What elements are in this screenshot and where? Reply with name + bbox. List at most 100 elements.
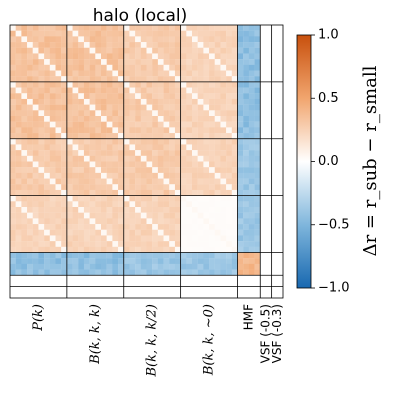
heatmap-cell — [248, 70, 255, 77]
heatmap-cell — [197, 252, 204, 259]
heatmap-cell — [135, 218, 141, 225]
heatmap-cell — [174, 30, 181, 37]
heatmap-cell — [10, 235, 16, 242]
heatmap-cell — [186, 127, 193, 134]
x-tick-label: B(k, k, k/2) — [145, 304, 160, 378]
heatmap-cell — [220, 104, 227, 111]
heatmap-cell — [10, 53, 16, 60]
heatmap-cell — [248, 155, 255, 162]
heatmap-cell — [44, 263, 50, 270]
heatmap-cell — [157, 184, 164, 191]
heatmap-cell — [231, 87, 238, 94]
heatmap-cell — [15, 184, 22, 191]
heatmap-cell — [203, 104, 210, 111]
heatmap-cell — [61, 42, 68, 48]
heatmap-cell — [265, 150, 272, 156]
heatmap-cell — [248, 201, 255, 208]
heatmap-cell — [140, 275, 147, 282]
heatmap-cell — [214, 292, 221, 299]
heatmap-cell — [15, 116, 22, 122]
heatmap-cell — [140, 286, 147, 293]
heatmap-cell — [248, 263, 255, 270]
heatmap-cell — [49, 127, 56, 134]
heatmap-cell — [186, 42, 193, 48]
heatmap-cell — [243, 269, 250, 276]
heatmap-cell — [271, 98, 278, 105]
heatmap-cell — [112, 167, 119, 174]
heatmap-cell — [44, 133, 50, 139]
heatmap-cell — [152, 229, 159, 236]
heatmap-cell — [27, 70, 33, 77]
heatmap-cell — [169, 189, 176, 196]
heatmap-cell — [10, 93, 16, 100]
heatmap-cell — [106, 286, 113, 293]
heatmap-cell — [38, 47, 45, 54]
heatmap-cell — [214, 258, 221, 265]
heatmap-cell — [186, 235, 193, 242]
heatmap-cell — [83, 280, 90, 287]
heatmap-cell — [237, 116, 244, 122]
heatmap-cell — [15, 172, 22, 179]
heatmap-cell — [55, 269, 62, 276]
heatmap-cell — [192, 235, 198, 242]
heatmap-cell — [66, 189, 73, 196]
heatmap-cell — [146, 138, 153, 145]
heatmap-cell — [66, 155, 73, 162]
heatmap-cell — [192, 269, 198, 276]
heatmap-cell — [44, 292, 50, 299]
heatmap-cell — [101, 59, 107, 65]
heatmap-cell — [243, 246, 250, 253]
heatmap-cell — [157, 161, 164, 168]
heatmap-cell — [260, 42, 267, 48]
heatmap-cell — [72, 36, 79, 43]
heatmap-cell — [83, 292, 90, 299]
heatmap-cell — [152, 195, 159, 202]
heatmap-cell — [157, 110, 164, 117]
heatmap-cell — [197, 172, 204, 179]
heatmap-cell — [44, 138, 50, 145]
heatmap-cell — [123, 110, 130, 117]
heatmap-cell — [123, 25, 130, 31]
heatmap-cell — [243, 25, 250, 31]
heatmap-cell — [152, 70, 159, 77]
heatmap-cell — [72, 172, 79, 179]
heatmap-cell — [27, 172, 33, 179]
heatmap-cell — [27, 161, 33, 168]
heatmap-cell — [254, 138, 261, 145]
heatmap-cell — [83, 25, 90, 31]
heatmap-cell — [271, 42, 278, 48]
heatmap-cell — [38, 76, 45, 83]
heatmap-cell — [49, 36, 56, 43]
heatmap-cell — [271, 178, 278, 185]
heatmap-cell — [129, 172, 136, 179]
heatmap-cell — [186, 252, 193, 259]
heatmap-cell — [106, 235, 113, 242]
heatmap-cell — [146, 212, 153, 219]
heatmap-cell — [152, 241, 159, 247]
heatmap-cell — [231, 218, 238, 225]
heatmap-cell — [32, 161, 39, 168]
heatmap-cell — [243, 133, 250, 139]
heatmap-cell — [220, 195, 227, 202]
heatmap-cell — [118, 70, 124, 77]
heatmap-cell — [106, 229, 113, 236]
heatmap-cell — [237, 104, 244, 111]
heatmap-cell — [15, 70, 22, 77]
heatmap-cell — [15, 81, 22, 88]
heatmap-cell — [49, 235, 56, 242]
heatmap-cell — [203, 25, 210, 31]
heatmap-cell — [123, 76, 130, 83]
heatmap-cell — [101, 110, 107, 117]
heatmap-cell — [163, 235, 170, 242]
heatmap-cell — [44, 189, 50, 196]
heatmap-cell — [135, 252, 141, 259]
heatmap-cell — [265, 258, 272, 265]
heatmap-cell — [95, 167, 102, 174]
heatmap-cell — [192, 53, 198, 60]
heatmap-cell — [83, 59, 90, 65]
heatmap-cell — [101, 280, 107, 287]
heatmap-cell — [15, 25, 22, 31]
heatmap-cell — [180, 189, 187, 196]
heatmap-cell — [226, 110, 232, 117]
heatmap-cell — [123, 280, 130, 287]
